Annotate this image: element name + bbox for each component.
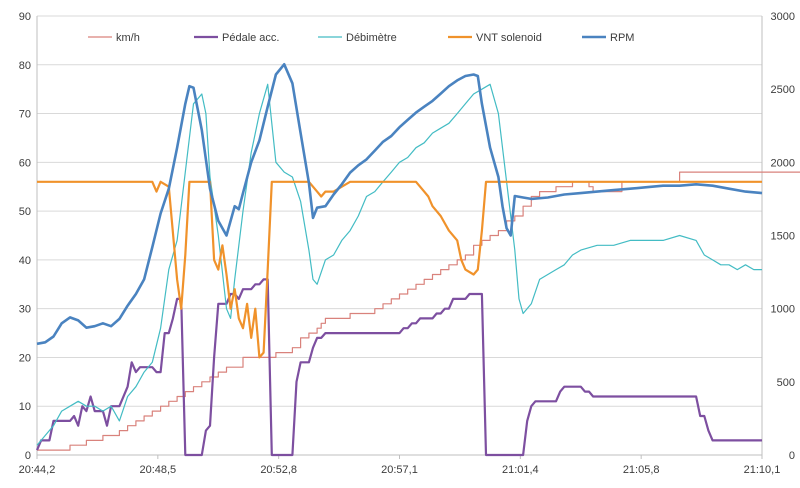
x-tick-label: 21:05,8 [623, 464, 660, 476]
y-left-tick-label: 80 [19, 60, 31, 72]
legend-label-0: km/h [116, 32, 140, 44]
y-right-tick-label: 1500 [771, 231, 795, 243]
y-left-tick-label: 10 [19, 401, 31, 413]
legend-label-4: RPM [610, 32, 634, 44]
grid-lines [37, 15, 762, 456]
series-line-4 [36, 63, 763, 346]
y-right-tick-label: 500 [777, 377, 795, 389]
x-tick-label: 21:01,4 [502, 464, 539, 476]
y-left-tick-label: 0 [25, 450, 31, 462]
series-line-3 [37, 180, 762, 359]
y-left-tick-label: 30 [19, 304, 31, 316]
x-tick-label: 20:57,1 [381, 464, 418, 476]
y-right-tick-label: 2500 [771, 84, 795, 96]
legend-label-2: Débimètre [346, 32, 397, 44]
y-left-tick-label: 90 [19, 11, 31, 23]
y-right-tick-label: 3000 [771, 11, 795, 23]
y-right-tick-label: 1000 [771, 304, 795, 316]
x-tick-label: 20:44,2 [19, 464, 56, 476]
series-line-0 [37, 171, 800, 451]
x-axis-labels: 20:44,2 20:48,5 20:52,8 20:57,1 21:01,4 21:05… [19, 455, 781, 476]
x-tick-label: 20:48,5 [139, 464, 176, 476]
axes [36, 16, 763, 456]
x-tick-label: 20:52,8 [260, 464, 297, 476]
y-left-tick-label: 70 [19, 109, 31, 121]
series-lines [35, 63, 800, 457]
y-axis-left-labels: 0 10 20 30 40 50 60 70 80 90 [19, 11, 31, 462]
series-line-1 [35, 278, 762, 457]
y-left-tick-label: 60 [19, 157, 31, 169]
y-left-tick-label: 50 [19, 206, 31, 218]
series-line-2 [36, 83, 762, 446]
y-axis-right-labels: 0 500 1000 1500 2000 2500 3000 [771, 11, 795, 462]
y-left-tick-label: 20 [19, 352, 31, 364]
y-right-tick-label: 2000 [771, 157, 795, 169]
legend-label-3: VNT solenoid [476, 32, 542, 44]
y-right-tick-label: 0 [789, 450, 795, 462]
legend: km/h Pédale acc. Débimètre VNT solenoid RPM [88, 32, 634, 44]
legend-label-1: Pédale acc. [222, 32, 279, 44]
x-tick-label: 21:10,1 [744, 464, 781, 476]
y-left-tick-label: 40 [19, 255, 31, 267]
